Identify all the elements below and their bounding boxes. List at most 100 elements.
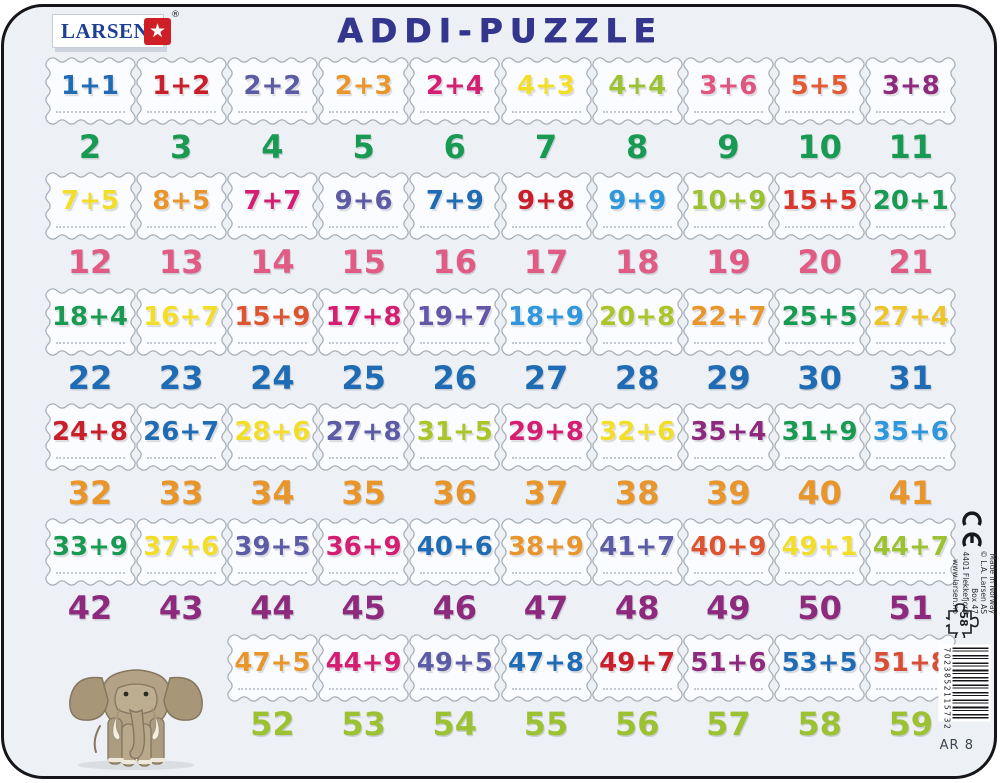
puzzle-piece-4-plus-4[interactable]: 4+4 <box>591 57 683 125</box>
piece-expression: 38+9 <box>507 532 585 563</box>
puzzle-piece-40-plus-9[interactable]: 40+9 <box>683 518 774 586</box>
puzzle-piece-36-plus-9[interactable]: 36+9 <box>318 518 409 586</box>
puzzle-piece-9-plus-9[interactable]: 9+9 <box>591 172 683 241</box>
puzzle-piece-35-plus-6[interactable]: 35+6 <box>865 403 957 471</box>
puzzle-piece-51-plus-6[interactable]: 51+6 <box>683 633 774 702</box>
piece-expression: 2+2 <box>243 71 302 101</box>
puzzle-piece-39-plus-5[interactable]: 39+5 <box>227 518 318 586</box>
puzzle-piece-47-plus-5[interactable]: 47+5 <box>227 633 318 702</box>
puzzle-piece-49-plus-7[interactable]: 49+7 <box>591 633 683 702</box>
piece-expression: 40+6 <box>416 532 493 563</box>
piece-expression: 49+1 <box>781 532 858 563</box>
piece-expression: 35+6 <box>872 416 949 447</box>
answer-25: 25 <box>341 358 386 397</box>
puzzle-piece-7-plus-9[interactable]: 7+9 <box>409 172 501 241</box>
piece-wavy-border <box>683 403 774 471</box>
puzzle-piece-47-plus-8[interactable]: 47+8 <box>500 633 592 702</box>
puzzle-piece-20-plus-8[interactable]: 20+8 <box>591 287 683 356</box>
puzzle-piece-10-plus-9[interactable]: 10+9 <box>683 172 774 241</box>
puzzle-piece-20-plus-1[interactable]: 20+1 <box>865 172 957 241</box>
puzzle-piece-2-plus-2[interactable]: 2+2 <box>227 57 318 125</box>
puzzle-piece-44-plus-7[interactable]: 44+7 <box>865 518 957 586</box>
answer-15: 15 <box>341 243 386 282</box>
puzzle-piece-37-plus-6[interactable]: 37+6 <box>135 518 227 586</box>
answer-40: 40 <box>797 473 842 512</box>
answer-55: 55 <box>523 704 569 743</box>
puzzle-piece-35-plus-4[interactable]: 35+4 <box>683 403 774 471</box>
puzzle-piece-49-plus-5[interactable]: 49+5 <box>409 633 501 702</box>
answer-35: 35 <box>341 473 386 512</box>
puzzle-piece-19-plus-7[interactable]: 19+7 <box>409 287 501 356</box>
piece-wavy-border <box>227 287 318 356</box>
piece-wavy-border <box>409 287 501 356</box>
puzzle-piece-29-plus-8[interactable]: 29+8 <box>500 403 592 471</box>
piece-wavy-border <box>318 172 409 241</box>
piece-expression: 37+6 <box>143 532 220 563</box>
puzzle-piece-31-plus-9[interactable]: 31+9 <box>774 403 865 471</box>
puzzle-piece-15-plus-9[interactable]: 15+9 <box>227 287 318 356</box>
answer-16: 16 <box>432 243 478 282</box>
puzzle-piece-4-plus-3[interactable]: 4+3 <box>500 57 592 125</box>
puzzle-piece-2-plus-3[interactable]: 2+3 <box>318 57 409 125</box>
puzzle-piece-33-plus-9[interactable]: 33+9 <box>44 518 136 586</box>
piece-wavy-border <box>44 403 136 471</box>
answer-34: 34 <box>250 473 295 512</box>
piece-expression: 20+1 <box>872 186 949 217</box>
puzzle-piece-9-plus-8[interactable]: 9+8 <box>500 172 592 241</box>
piece-expression: 47+5 <box>234 647 311 678</box>
puzzle-piece-8-plus-5[interactable]: 8+5 <box>135 172 227 241</box>
puzzle-piece-3-plus-8[interactable]: 3+8 <box>865 57 957 125</box>
puzzle-piece-41-plus-7[interactable]: 41+7 <box>591 518 683 586</box>
piece-expression: 3+8 <box>881 71 940 101</box>
puzzle-piece-27-plus-4[interactable]: 27+4 <box>865 287 957 356</box>
puzzle-piece-26-plus-7[interactable]: 26+7 <box>135 403 227 471</box>
puzzle-piece-16-plus-7[interactable]: 16+7 <box>135 287 227 356</box>
answer-50: 50 <box>797 589 842 628</box>
puzzle-piece-15-plus-5[interactable]: 15+5 <box>774 172 865 241</box>
puzzle-piece-1-plus-1[interactable]: 1+1 <box>44 57 136 125</box>
puzzle-piece-9-plus-6[interactable]: 9+6 <box>318 172 409 241</box>
piece-wavy-border <box>500 172 592 241</box>
answer-54: 54 <box>432 704 478 743</box>
answer-2: 2 <box>78 128 102 166</box>
piece-expression: 41+7 <box>599 532 676 563</box>
puzzle-piece-2-plus-4[interactable]: 2+4 <box>409 57 501 125</box>
piece-wavy-border <box>591 633 683 702</box>
puzzle-piece-7-plus-7[interactable]: 7+7 <box>227 172 318 241</box>
answer-dotted-line <box>876 341 946 344</box>
puzzle-piece-18-plus-9[interactable]: 18+9 <box>500 287 592 356</box>
answer-dotted-line <box>511 456 581 459</box>
puzzle-piece-17-plus-8[interactable]: 17+8 <box>318 287 409 356</box>
answer-9: 9 <box>717 128 740 166</box>
answer-dotted-line <box>693 456 763 459</box>
piece-wavy-border <box>227 172 318 241</box>
answer-58: 58 <box>797 704 842 743</box>
puzzle-piece-3-plus-6[interactable]: 3+6 <box>683 57 774 125</box>
puzzle-piece-32-plus-6[interactable]: 32+6 <box>591 403 683 471</box>
answer-13: 13 <box>158 243 204 282</box>
answer-dotted-line <box>55 111 125 113</box>
puzzle-piece-44-plus-9[interactable]: 44+9 <box>318 633 409 702</box>
puzzle-piece-53-plus-5[interactable]: 53+5 <box>774 633 865 702</box>
puzzle-piece-40-plus-6[interactable]: 40+6 <box>409 518 501 586</box>
puzzle-piece-5-plus-5[interactable]: 5+5 <box>774 57 865 125</box>
puzzle-piece-49-plus-1[interactable]: 49+1 <box>774 518 865 586</box>
puzzle-piece-27-plus-8[interactable]: 27+8 <box>318 403 409 471</box>
puzzle-piece-38-plus-9[interactable]: 38+9 <box>500 518 592 586</box>
puzzle-piece-7-plus-5[interactable]: 7+5 <box>44 172 136 241</box>
puzzle-piece-25-plus-5[interactable]: 25+5 <box>774 287 865 356</box>
piece-wavy-border <box>591 57 683 125</box>
piece-expression: 49+5 <box>416 647 493 678</box>
piece-wavy-border <box>409 518 501 586</box>
puzzle-piece-24-plus-8[interactable]: 24+8 <box>44 403 136 471</box>
piece-wavy-border <box>135 287 227 356</box>
piece-expression: 7+7 <box>243 186 302 217</box>
barcode-bars <box>952 647 989 719</box>
puzzle-piece-18-plus-4[interactable]: 18+4 <box>44 287 136 356</box>
puzzle-piece-28-plus-6[interactable]: 28+6 <box>227 403 318 471</box>
puzzle-piece-22-plus-7[interactable]: 22+7 <box>683 287 774 356</box>
puzzle-piece-1-plus-2[interactable]: 1+2 <box>135 57 227 125</box>
piece-expression: 27+8 <box>325 416 402 447</box>
piece-expression: 5+5 <box>790 71 849 101</box>
puzzle-piece-31-plus-5[interactable]: 31+5 <box>409 403 501 471</box>
